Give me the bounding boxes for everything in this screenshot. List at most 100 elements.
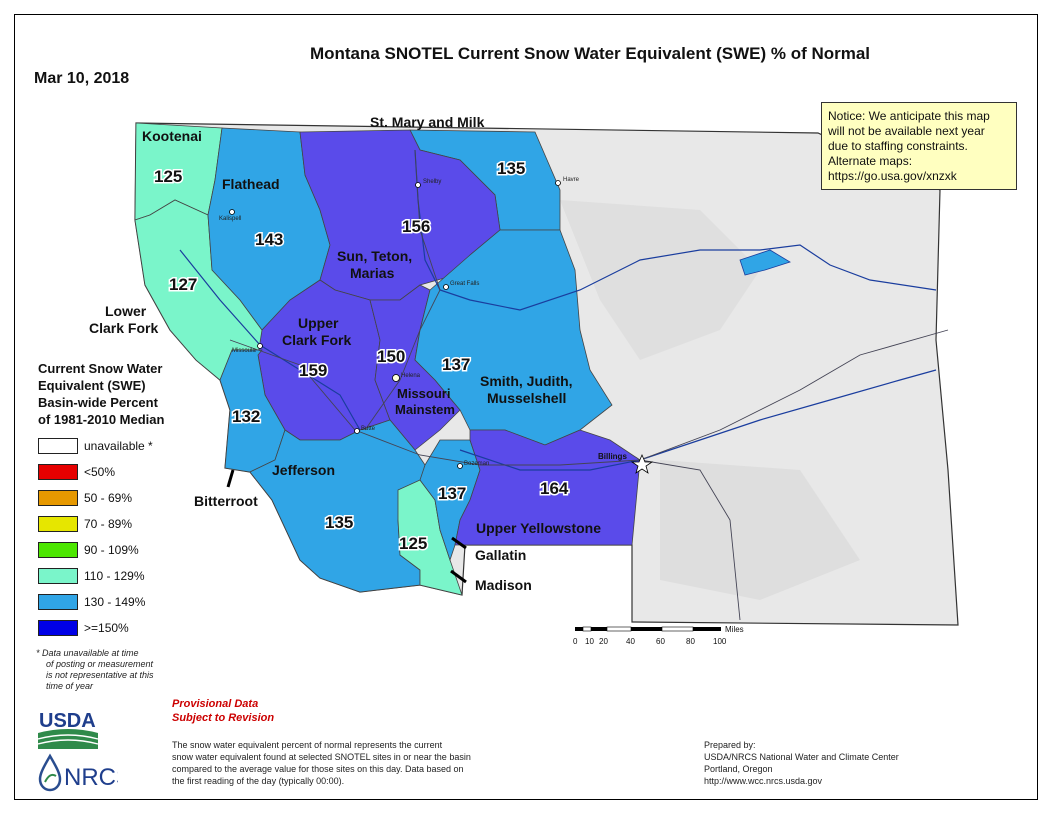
notice-box: Notice: We anticipate this map will not … bbox=[821, 102, 1017, 190]
value-missouri-mainstem: 150 bbox=[377, 347, 405, 366]
legend-label: 110 - 129% bbox=[84, 569, 145, 583]
label-sun-teton-1: Sun, Teton, bbox=[337, 248, 412, 264]
value-gallatin: 137 bbox=[438, 484, 466, 503]
label-st-mary-milk: St. Mary and Milk bbox=[370, 114, 485, 130]
city-dot-havre bbox=[555, 180, 561, 186]
legend-swatch bbox=[38, 516, 78, 532]
label-gallatin: Gallatin bbox=[475, 547, 526, 563]
city-missoula: Missoula bbox=[232, 348, 256, 354]
city-butte: Butte bbox=[361, 426, 376, 432]
basin-upper-yellowstone bbox=[454, 429, 641, 546]
value-flathead: 143 bbox=[255, 230, 283, 249]
city-great-falls: Great Falls bbox=[450, 281, 479, 287]
scale-tick: 100 bbox=[713, 637, 727, 646]
label-jefferson: Jefferson bbox=[272, 462, 335, 478]
scale-seg bbox=[661, 626, 694, 632]
provisional-line: Provisional Data bbox=[172, 698, 259, 710]
legend-swatch bbox=[38, 594, 78, 610]
relief-shading bbox=[560, 200, 760, 360]
label-upper-clark-fork-1: Upper bbox=[298, 315, 339, 331]
legend-title-line: Basin-wide Percent bbox=[38, 395, 158, 410]
city-dot-shelby bbox=[415, 182, 421, 188]
city-dot-kalispell bbox=[229, 209, 235, 215]
explanation-line: the first reading of the day (typically … bbox=[172, 776, 345, 786]
pointer-bitterroot bbox=[226, 469, 235, 488]
highway-i94 bbox=[639, 459, 741, 621]
footnote-line: * Data unavailable at time bbox=[36, 648, 139, 658]
notice-line: Notice: We anticipate this map bbox=[828, 109, 990, 123]
nrcs-drop-icon bbox=[38, 753, 62, 792]
city-helena: Helena bbox=[401, 373, 421, 379]
label-upper-clark-fork-2: Clark Fork bbox=[282, 332, 351, 348]
label-kootenai: Kootenai bbox=[142, 128, 202, 144]
legend-title-line: Equivalent (SWE) bbox=[38, 378, 146, 393]
scale-seg bbox=[606, 626, 632, 632]
pointer-madison bbox=[450, 569, 467, 584]
scale-tick: 60 bbox=[656, 637, 665, 646]
legend-swatch bbox=[38, 620, 78, 636]
scale-tick: 10 bbox=[585, 637, 594, 646]
label-missouri-1: Missouri bbox=[397, 386, 450, 401]
city-havre: Havre bbox=[563, 177, 580, 183]
value-kootenai: 125 bbox=[154, 167, 182, 186]
explanation-line: compared to the average value for those … bbox=[172, 764, 464, 774]
city-kalispell: Kalispell bbox=[219, 216, 241, 222]
city-dot-butte bbox=[354, 428, 360, 434]
value-sun-teton-marias: 156 bbox=[402, 217, 430, 236]
label-bitterroot: Bitterroot bbox=[194, 493, 258, 509]
value-bitterroot: 132 bbox=[232, 407, 260, 426]
value-madison: 125 bbox=[399, 534, 427, 553]
legend-swatch bbox=[38, 464, 78, 480]
legend-label: 50 - 69% bbox=[84, 491, 133, 505]
city-dot-great-falls bbox=[443, 284, 449, 290]
river-yellowstone bbox=[459, 369, 937, 471]
notice-line: will not be available next year bbox=[828, 124, 985, 138]
legend-label: 130 - 149% bbox=[84, 595, 146, 609]
notice-link[interactable]: https://go.usa.gov/xnzxk bbox=[828, 169, 957, 183]
legend-label: unavailable * bbox=[84, 439, 153, 453]
value-upper-clark-fork: 159 bbox=[299, 361, 327, 380]
nrcs-leaf-icon bbox=[44, 773, 57, 783]
value-st-mary-milk: 135 bbox=[497, 159, 525, 178]
explanation-text: The snow water equivalent percent of nor… bbox=[172, 739, 572, 787]
notice-line: due to staffing constraints. bbox=[828, 139, 968, 153]
highway-i90 bbox=[229, 329, 949, 466]
map-date: Mar 10, 2018 bbox=[34, 70, 130, 87]
usda-logo-hills bbox=[38, 729, 98, 749]
label-smith-1: Smith, Judith, bbox=[480, 373, 573, 389]
scale-seg bbox=[591, 627, 607, 631]
scale-tick: 20 bbox=[599, 637, 608, 646]
prepared-link[interactable]: http://www.wcc.nrcs.usda.gov bbox=[704, 776, 823, 786]
scale-seg bbox=[582, 626, 592, 632]
prepared-by: Prepared by: USDA/NRCS National Water an… bbox=[704, 739, 899, 787]
prepared-line: USDA/NRCS National Water and Climate Cen… bbox=[704, 752, 899, 762]
footnote-line: of posting or measurement bbox=[46, 659, 154, 669]
city-dot-bozeman bbox=[457, 463, 463, 469]
label-madison: Madison bbox=[475, 577, 532, 593]
highway-i15 bbox=[364, 149, 441, 431]
label-missouri-2: Mainstem bbox=[395, 402, 455, 417]
explanation-line: snow water equivalent found at selected … bbox=[172, 752, 471, 762]
scale-tick: 0 bbox=[573, 637, 578, 646]
legend-footnote: * Data unavailable at time of posting or… bbox=[36, 648, 176, 692]
footnote-line: is not representative at this bbox=[46, 670, 154, 680]
scale-unit: Miles bbox=[725, 625, 744, 634]
nrcs-logo-text: NRCS bbox=[64, 764, 118, 791]
map-title: Montana SNOTEL Current Snow Water Equiva… bbox=[309, 44, 871, 63]
label-lower-clark-fork-2: Clark Fork bbox=[89, 320, 158, 336]
value-jefferson: 135 bbox=[325, 513, 353, 532]
scale-tick: 80 bbox=[686, 637, 695, 646]
label-flathead: Flathead bbox=[222, 176, 280, 192]
provisional-line: Subject to Revision bbox=[172, 712, 275, 724]
label-lower-clark-fork-1: Lower bbox=[105, 303, 147, 319]
scale-seg bbox=[693, 627, 721, 631]
city-star-billings bbox=[630, 453, 654, 474]
label-upper-yellowstone: Upper Yellowstone bbox=[476, 520, 601, 536]
prepared-line: Portland, Oregon bbox=[704, 764, 773, 774]
legend-swatch bbox=[38, 490, 78, 506]
legend-swatch bbox=[38, 568, 78, 584]
scale-tick: 40 bbox=[626, 637, 635, 646]
usda-logo-stripes bbox=[38, 739, 99, 745]
value-upper-yellowstone: 164 bbox=[540, 479, 569, 498]
